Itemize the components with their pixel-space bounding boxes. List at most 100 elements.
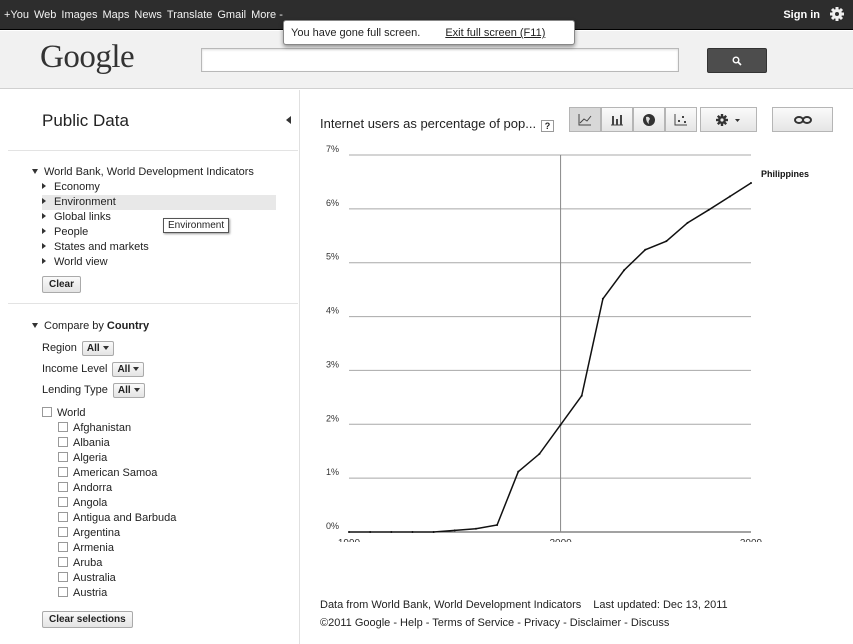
checkbox[interactable] — [58, 422, 68, 432]
collapse-sidebar-icon[interactable] — [286, 116, 291, 124]
data-point — [432, 531, 435, 533]
nav-you[interactable]: +You — [4, 9, 29, 21]
list-item[interactable]: American Samoa — [42, 466, 282, 481]
checkbox[interactable] — [58, 482, 68, 492]
list-item[interactable]: Armenia — [42, 541, 282, 556]
lending-type-dropdown[interactable]: All — [112, 383, 145, 398]
x-tick-label: 2009 — [740, 538, 763, 542]
legal-footer[interactable]: ©2011 Google - Help - Terms of Service -… — [320, 617, 670, 629]
checkbox[interactable] — [58, 497, 68, 507]
line-chart-button[interactable] — [569, 107, 601, 132]
data-source-text[interactable]: Data from World Bank, World Development … — [320, 599, 582, 611]
topic-label: People — [54, 226, 89, 238]
y-tick-label: 1% — [326, 467, 339, 477]
sign-in-link[interactable]: Sign in — [783, 9, 820, 21]
exit-fullscreen-link[interactable]: Exit full screen (F11) — [445, 27, 546, 39]
data-point — [538, 452, 541, 455]
checkbox[interactable] — [58, 542, 68, 552]
clear-selections-button[interactable]: Clear selections — [42, 611, 133, 628]
expand-right-icon — [42, 258, 46, 264]
sidebar: Public Data World Bank, World Developmen… — [0, 90, 300, 644]
list-item[interactable]: Australia — [42, 571, 282, 586]
list-item[interactable]: Andorra — [42, 481, 282, 496]
chevron-down-icon — [133, 367, 140, 371]
country-list[interactable]: World Afghanistan Albania Algeria Americ… — [42, 406, 282, 602]
topic-people[interactable]: People — [42, 225, 276, 240]
nav-web[interactable]: Web — [34, 9, 57, 21]
topic-world-view[interactable]: World view — [42, 255, 276, 270]
country-label: American Samoa — [73, 467, 158, 479]
y-tick-label: 4% — [326, 306, 339, 316]
nav-images[interactable]: Images — [61, 9, 98, 21]
series-label[interactable]: Philippines — [761, 169, 809, 179]
country-label: Afghanistan — [73, 422, 132, 434]
search-button[interactable] — [707, 48, 767, 73]
checkbox[interactable] — [58, 512, 68, 522]
checkbox[interactable] — [58, 587, 68, 597]
gear-icon[interactable] — [829, 6, 845, 22]
data-point — [453, 529, 456, 532]
country-label: Antigua and Barbuda — [73, 512, 177, 524]
list-item[interactable]: Argentina — [42, 526, 282, 541]
map-button[interactable] — [633, 107, 665, 132]
expand-right-icon — [42, 228, 46, 234]
topic-states-and-markets[interactable]: States and markets — [42, 240, 276, 255]
topic-environment[interactable]: Environment — [42, 195, 276, 210]
scatter-chart-button[interactable] — [665, 107, 697, 132]
google-logo[interactable]: Google — [40, 39, 135, 75]
scatter-chart-icon — [674, 114, 687, 126]
list-item[interactable]: Albania — [42, 436, 282, 451]
expand-down-icon — [32, 323, 38, 328]
nav-more[interactable]: More - — [251, 9, 283, 21]
fullscreen-message: You have gone full screen. — [291, 27, 421, 39]
checkbox[interactable] — [58, 467, 68, 477]
list-item[interactable]: Algeria — [42, 451, 282, 466]
expand-right-icon — [42, 198, 46, 204]
nav-translate[interactable]: Translate — [166, 9, 213, 21]
income-level-dropdown[interactable]: All — [112, 362, 145, 377]
help-icon[interactable]: ? — [541, 120, 554, 132]
link-button[interactable] — [772, 107, 833, 132]
topic-tooltip: Environment — [163, 218, 230, 233]
data-point — [601, 297, 604, 300]
nav-news[interactable]: News — [134, 9, 162, 21]
compare-label: Compare by — [44, 320, 104, 332]
dataset-header[interactable]: World Bank, World Development Indicators — [32, 166, 254, 178]
checkbox[interactable] — [58, 437, 68, 447]
bar-chart-button[interactable] — [601, 107, 633, 132]
list-item[interactable]: Antigua and Barbuda — [42, 511, 282, 526]
x-tick-label: 2000 — [549, 538, 572, 542]
checkbox[interactable] — [58, 572, 68, 582]
nav-maps[interactable]: Maps — [102, 9, 130, 21]
checkbox[interactable] — [58, 452, 68, 462]
topic-economy[interactable]: Economy — [42, 180, 276, 195]
filter-income-level: Income Level All — [42, 362, 145, 377]
bar-chart-icon — [611, 115, 623, 126]
list-item[interactable]: Austria — [42, 586, 282, 601]
data-point — [517, 470, 520, 473]
list-item[interactable]: Aruba — [42, 556, 282, 571]
search-input[interactable] — [201, 48, 679, 72]
series-line-philippines[interactable] — [349, 182, 752, 533]
topic-list: Economy Environment Global links People … — [42, 180, 276, 270]
topic-global-links[interactable]: Global links — [42, 210, 276, 225]
expand-down-icon — [32, 169, 38, 174]
list-item[interactable]: Afghanistan — [42, 421, 282, 436]
compare-by-header[interactable]: Compare by Country — [32, 320, 149, 332]
region-dropdown[interactable]: All — [81, 341, 114, 356]
settings-button[interactable] — [700, 107, 757, 132]
clear-button[interactable]: Clear — [42, 276, 82, 293]
checkbox[interactable] — [58, 557, 68, 567]
data-point — [623, 269, 626, 272]
checkbox[interactable] — [42, 407, 52, 417]
nav-gmail[interactable]: Gmail — [217, 9, 247, 21]
list-item[interactable]: Angola — [42, 496, 282, 511]
filter-region: Region All — [42, 341, 114, 356]
country-label: Aruba — [73, 557, 103, 569]
dropdown-value: All — [86, 343, 100, 354]
expand-right-icon — [42, 243, 46, 249]
list-item[interactable]: World — [42, 406, 282, 421]
y-tick-label: 0% — [326, 521, 339, 531]
topic-label: World view — [54, 256, 108, 268]
checkbox[interactable] — [58, 527, 68, 537]
